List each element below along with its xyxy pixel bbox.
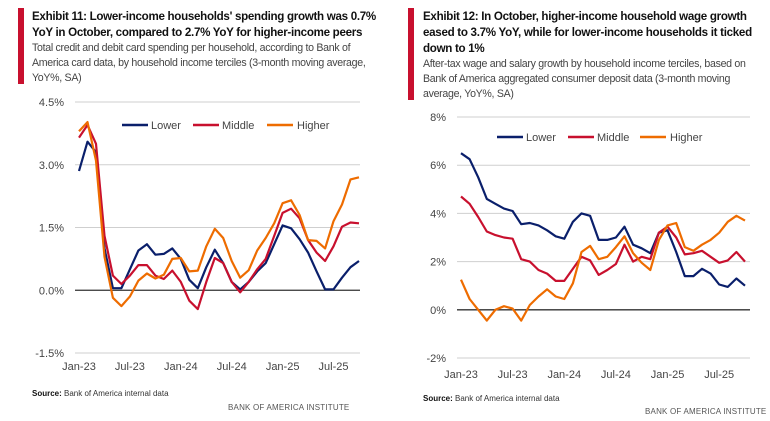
exhibit-12-subtitle: After-tax wage and salary growth by hous…	[423, 58, 746, 100]
exhibit-12-header: Exhibit 12: In October, higher-income ho…	[423, 9, 768, 102]
legend-label-lower: Lower	[151, 120, 181, 132]
series-line-higher	[78, 120, 360, 308]
x-tick-label: Jul-25	[704, 369, 734, 381]
y-tick-label: 4.5%	[39, 97, 64, 109]
exhibit-12-title: Exhibit 12: In October, higher-income ho…	[423, 10, 752, 55]
x-tick-label: Jul-24	[217, 361, 247, 373]
legend-label-higher: Higher	[297, 120, 330, 132]
legend-label-lower: Lower	[526, 132, 556, 144]
series-line-middle	[460, 195, 746, 282]
x-tick-label: Jan-25	[651, 369, 685, 381]
y-tick-label: 4%	[430, 208, 446, 220]
exhibit-12-brand: BANK OF AMERICA INSTITUTE	[645, 407, 767, 416]
source-text: Bank of America internal data	[61, 389, 169, 398]
source-label: Source:	[32, 389, 62, 398]
y-tick-label: -1.5%	[35, 348, 64, 360]
exhibit-11-subtitle: Total credit and debit card spending per…	[32, 42, 366, 84]
exhibit-11-source: Source: Bank of America internal data	[32, 389, 169, 398]
y-tick-label: 2%	[430, 257, 446, 269]
x-tick-label: Jul-23	[498, 369, 528, 381]
y-tick-label: 6%	[430, 160, 446, 172]
exhibit-12-source: Source: Bank of America internal data	[423, 394, 560, 403]
source-text: Bank of America internal data	[452, 394, 560, 403]
y-tick-label: 0%	[430, 305, 446, 317]
y-tick-label: 0.0%	[39, 285, 64, 297]
x-tick-label: Jan-23	[62, 361, 96, 373]
legend-label-middle: Middle	[597, 132, 629, 144]
legend-label-middle: Middle	[222, 120, 254, 132]
legend-label-higher: Higher	[670, 132, 703, 144]
exhibit-11-brand: BANK OF AMERICA INSTITUTE	[228, 403, 350, 412]
exhibit-11-title: Exhibit 11: Lower-income households' spe…	[32, 10, 376, 39]
y-tick-label: 1.5%	[39, 223, 64, 235]
series-line-middle	[78, 123, 360, 311]
x-tick-label: Jul-24	[601, 369, 631, 381]
x-tick-label: Jan-24	[164, 361, 198, 373]
y-tick-label: 3.0%	[39, 160, 64, 172]
x-tick-label: Jul-25	[319, 361, 349, 373]
x-tick-label: Jul-23	[115, 361, 145, 373]
series-line-lower	[460, 152, 746, 288]
source-label: Source:	[423, 394, 453, 403]
x-tick-label: Jan-23	[444, 369, 478, 381]
series-line-higher	[459, 214, 746, 322]
x-tick-label: Jan-24	[547, 369, 581, 381]
accent-bar	[408, 8, 414, 100]
y-tick-label: -2%	[426, 353, 446, 365]
accent-bar	[18, 8, 24, 84]
y-tick-label: 8%	[430, 112, 446, 124]
x-tick-label: Jan-25	[266, 361, 300, 373]
exhibit-11-header: Exhibit 11: Lower-income households' spe…	[32, 9, 388, 86]
series-line-lower	[77, 140, 360, 291]
